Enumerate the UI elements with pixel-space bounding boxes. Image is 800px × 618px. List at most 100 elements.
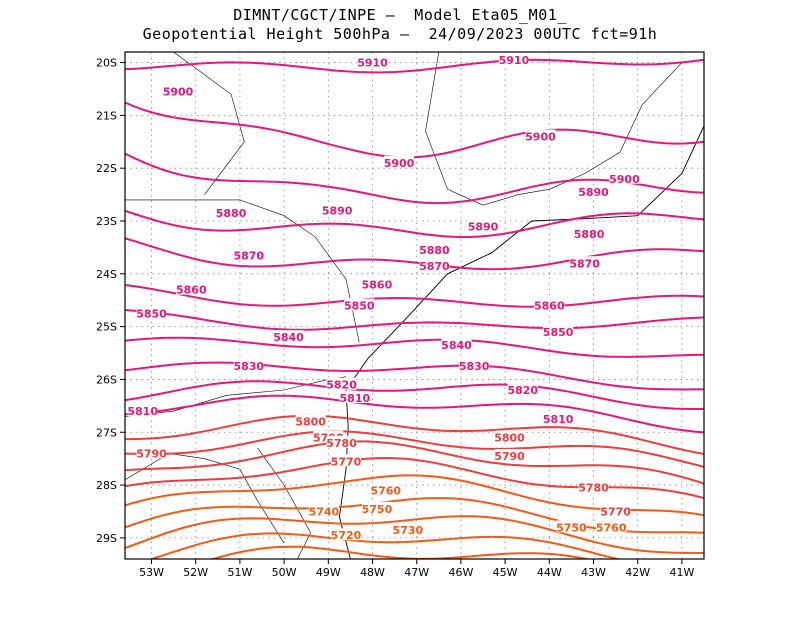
contour-label: 5760 — [596, 521, 627, 534]
lat-tick-label: 23S — [96, 215, 117, 228]
lat-tick-label: 27S — [96, 426, 117, 439]
contour-label-bg — [127, 404, 158, 417]
contour-label-bg — [498, 52, 529, 65]
contour-label: 5880 — [419, 244, 450, 257]
contour-label-bg — [468, 219, 499, 232]
contour-label: 5840 — [273, 331, 304, 344]
contour-label-bg — [330, 528, 361, 541]
contour-label-bg — [344, 298, 375, 311]
contour-label-bg — [233, 248, 264, 261]
contour-label: 5830 — [233, 360, 264, 373]
contour-label: 5730 — [393, 524, 424, 537]
contour-5890 — [125, 152, 704, 205]
contour-label: 5740 — [309, 505, 340, 518]
contour-label-bg — [339, 390, 370, 403]
contour-label-bg — [419, 258, 450, 271]
lon-tick-label: 44W — [537, 566, 562, 579]
contour-label: 5780 — [326, 437, 357, 450]
contour-label-bg — [326, 435, 357, 448]
contour-label: 5850 — [136, 307, 167, 320]
contour-label-bg — [609, 171, 640, 184]
lat-tick-label: 26S — [96, 373, 117, 386]
lat-tick-label: 24S — [96, 268, 117, 281]
contour-5740 — [125, 515, 704, 554]
contour-label-bg — [419, 243, 450, 256]
contour-5790 — [125, 430, 704, 468]
contour-label: 5890 — [468, 220, 499, 233]
contour-label-bg — [534, 298, 565, 311]
contour-label: 5880 — [574, 228, 605, 241]
contour-label-bg — [361, 501, 392, 514]
contour-5870 — [125, 237, 704, 271]
contour-label: 5850 — [344, 300, 375, 313]
lon-tick-label: 41W — [669, 566, 694, 579]
contour-label: 5820 — [326, 379, 357, 392]
chart-title: DIMNT/CGCT/INPE – Model Eta05_M01_ — [233, 6, 567, 24]
state-boundary — [125, 199, 360, 343]
contour-5840 — [125, 336, 704, 358]
contour-label: 5860 — [534, 300, 565, 313]
contour-label-bg — [361, 277, 392, 290]
contour-label: 5850 — [543, 326, 574, 339]
contour-label: 5890 — [322, 204, 353, 217]
contour-label-bg — [136, 446, 167, 459]
lon-tick-label: 50W — [272, 566, 297, 579]
contour-label-bg — [525, 129, 556, 142]
contour-label: 5750 — [556, 521, 587, 534]
contour-label-bg — [330, 454, 361, 467]
contour-label: 5720 — [331, 529, 362, 542]
graticule-grid — [125, 52, 704, 559]
contour-label: 5800 — [494, 432, 525, 445]
lon-tick-label: 46W — [448, 566, 473, 579]
contour-5860 — [125, 284, 704, 308]
contour-label-bg — [543, 412, 574, 425]
contour-label-bg — [578, 480, 609, 493]
contour-label-bg — [494, 430, 525, 443]
contour-label-bg — [136, 306, 167, 319]
contour-labels: 5910 591059005900590059005890589058905880… — [127, 52, 640, 542]
contour-5900 — [125, 101, 704, 159]
contour-label: 5810 — [543, 413, 574, 426]
lat-tick-label: 20S — [96, 57, 117, 70]
contour-label-bg — [574, 227, 605, 240]
lon-tick-label: 42W — [625, 566, 650, 579]
contour-label: 5760 — [370, 484, 401, 497]
lon-tick-label: 47W — [404, 566, 429, 579]
contour-label-bg — [459, 359, 490, 372]
contour-label: 5910 — [499, 54, 530, 67]
contour-label-bg — [216, 206, 247, 219]
contour-label: 5900 — [525, 131, 556, 144]
contour-5850 — [125, 309, 704, 331]
contour-label: 5860 — [362, 278, 393, 291]
lat-tick-label: 25S — [96, 321, 117, 334]
lon-tick-label: 53W — [139, 566, 164, 579]
contour-label: 5840 — [441, 339, 472, 352]
contour-label: 5860 — [176, 284, 207, 297]
contour-label: 5900 — [163, 86, 194, 99]
contour-label: 5800 — [295, 416, 326, 429]
contour-label-bg — [556, 520, 587, 533]
contour-label: 5830 — [459, 360, 490, 373]
contour-label: 5870 — [569, 257, 600, 270]
contour-label-bg — [308, 504, 339, 517]
contour-label-bg — [569, 256, 600, 269]
contour-5910 — [125, 58, 704, 74]
contour-label: 5870 — [233, 249, 264, 262]
contour-label: 5770 — [600, 505, 631, 518]
lon-tick-label: 43W — [581, 566, 606, 579]
contour-label-bg — [384, 155, 415, 168]
contour-label-bg — [578, 184, 609, 197]
contour-label-bg — [326, 377, 357, 390]
contour-5830 — [125, 361, 704, 391]
contour-label-bg — [322, 203, 353, 216]
contour-label: 5810 — [127, 405, 158, 418]
contour-label-bg — [357, 55, 388, 68]
contour-label-bg — [494, 449, 525, 462]
contour-label: 5750 — [362, 503, 393, 516]
longitude-axis: 53W 52W 51W 50W 49W 48W 47W 46W 45W 44W 43W 42W 41W — [139, 559, 694, 579]
contour-label-bg — [392, 522, 423, 535]
contour-label: 5770 — [331, 455, 362, 468]
contour-label-bg — [543, 324, 574, 337]
chart-subtitle: Geopotential Height 500hPa – 24/09/2023 … — [142, 25, 658, 43]
